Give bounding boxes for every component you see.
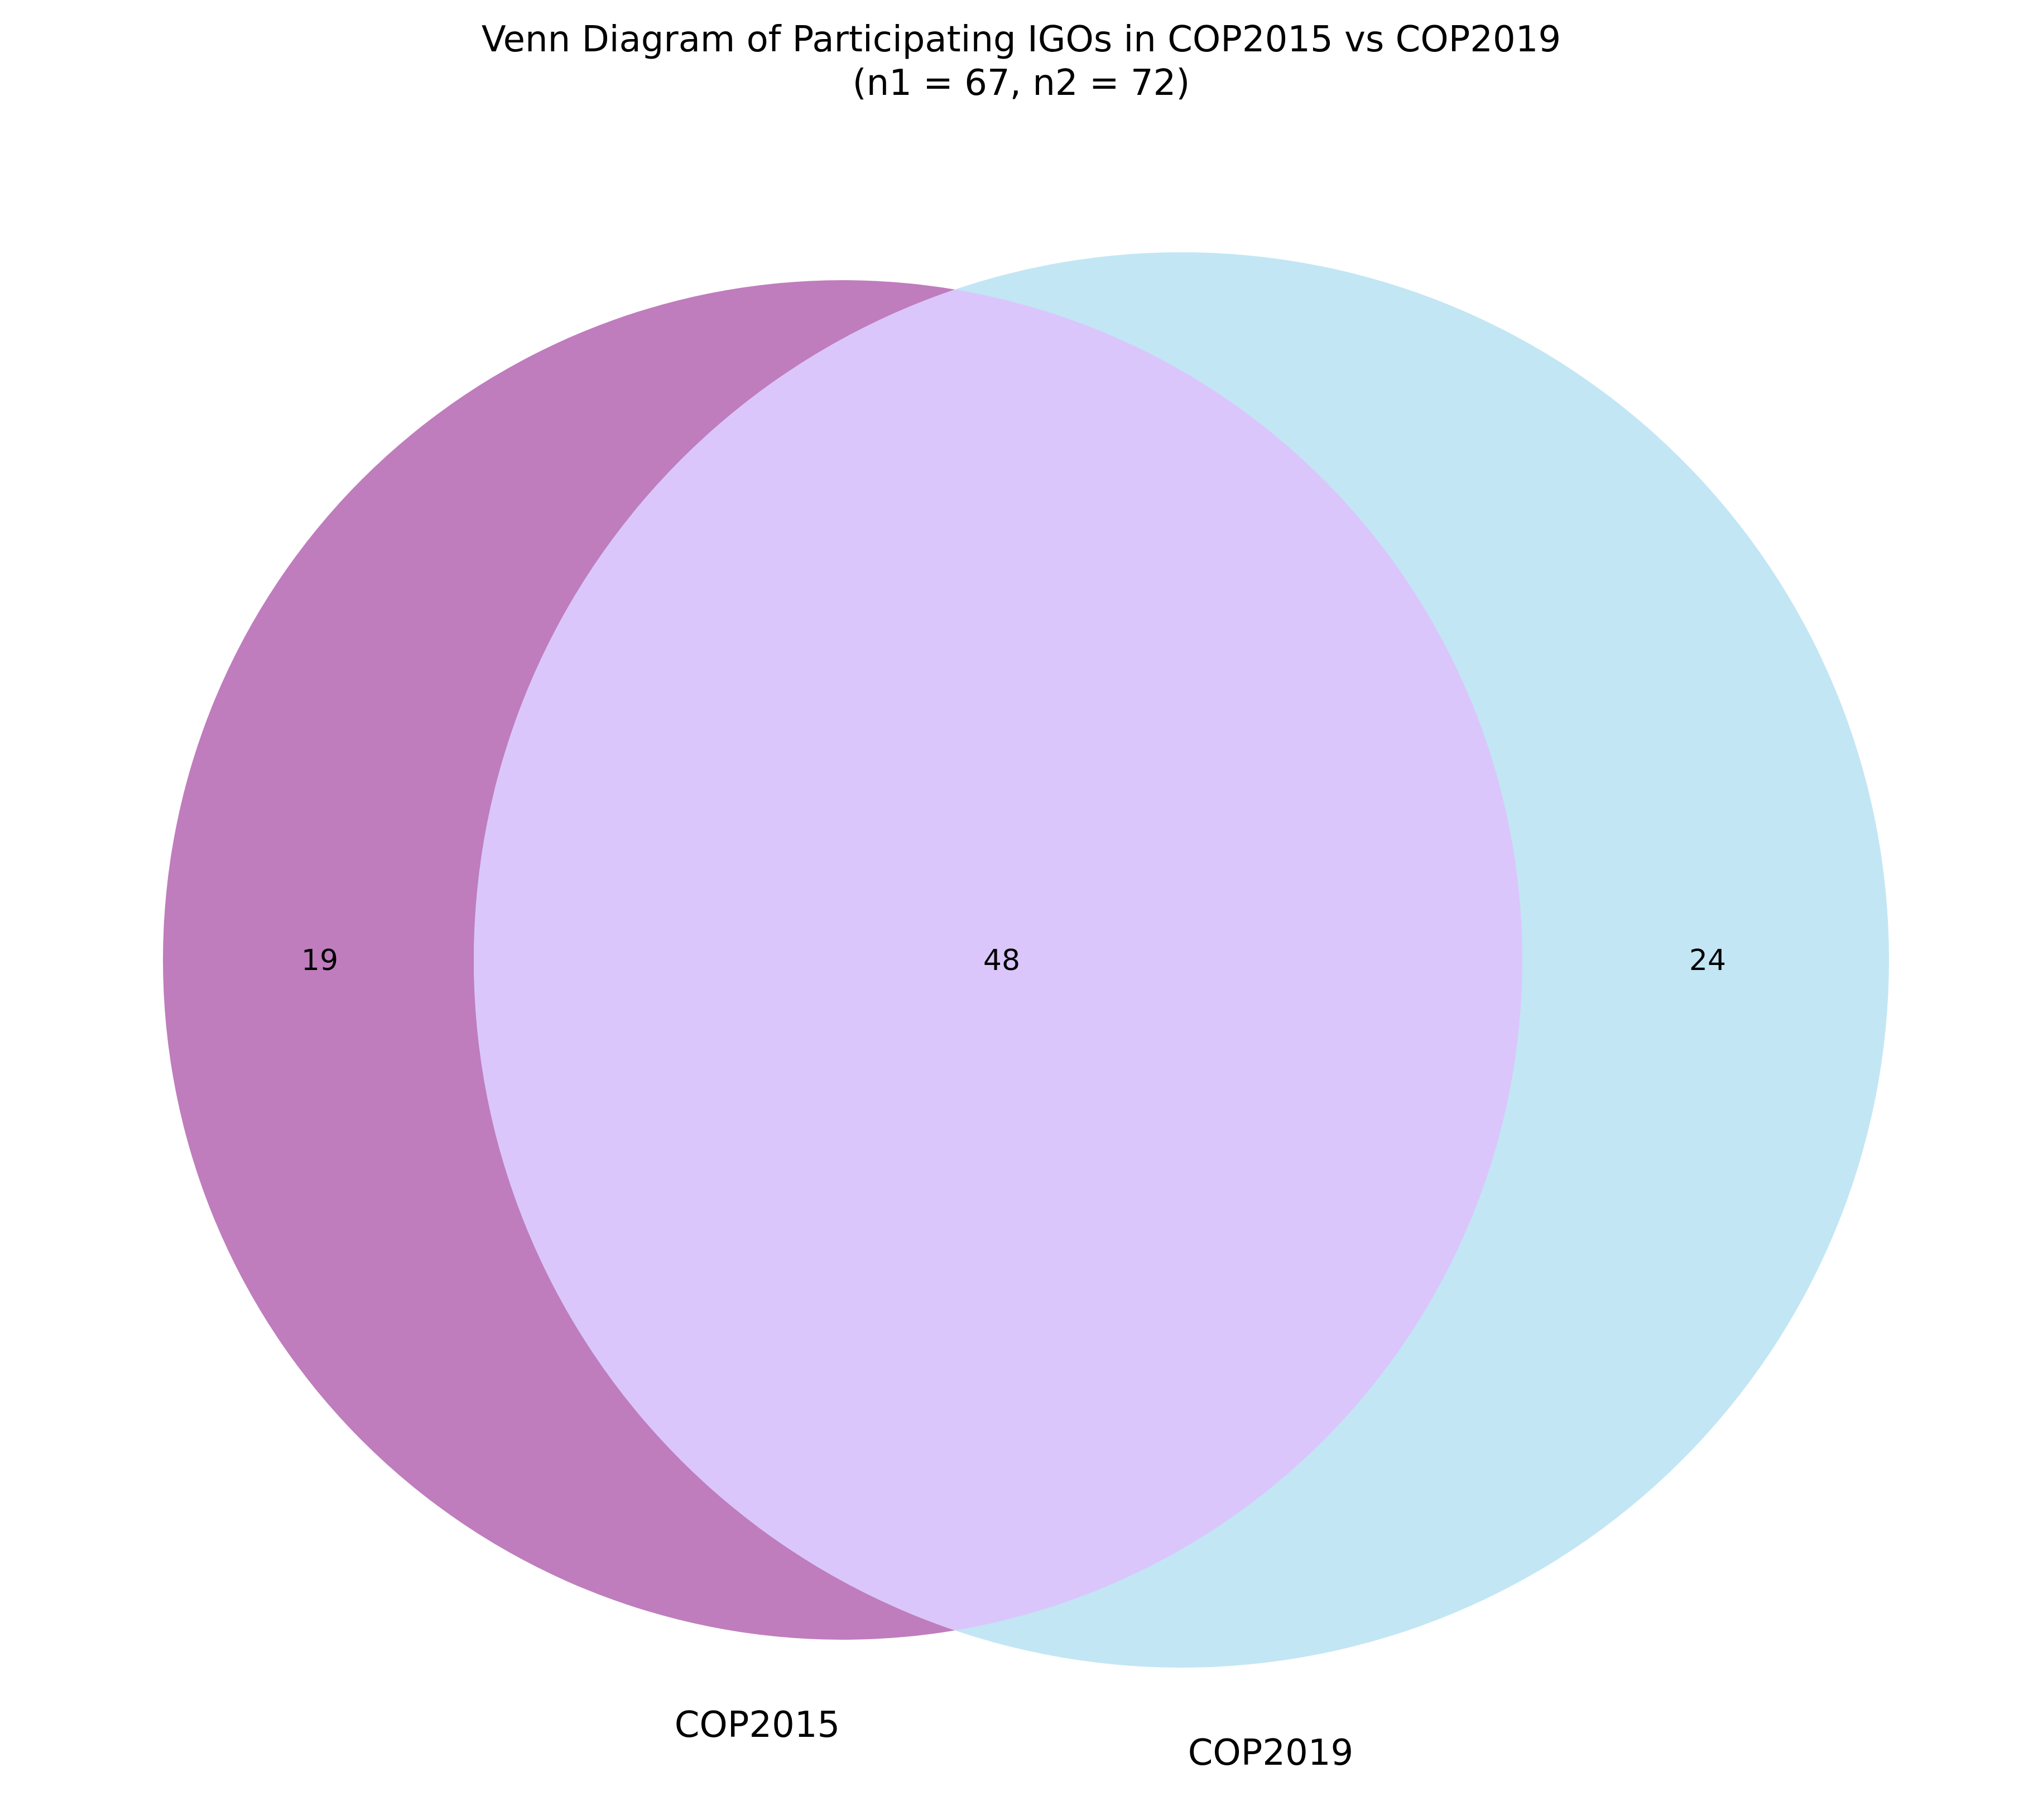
count-intersection: 48 xyxy=(983,944,1020,977)
chart-title: Venn Diagram of Participating IGOs in CO… xyxy=(482,19,1561,60)
set-label-cop2019: COP2019 xyxy=(1188,1732,1354,1774)
venn-intersection-region xyxy=(474,280,1522,1640)
count-cop2015-only: 19 xyxy=(301,944,338,977)
set-label-cop2015: COP2015 xyxy=(675,1704,840,1746)
count-cop2019-only: 24 xyxy=(1689,944,1726,977)
chart-subtitle: (n1 = 67, n2 = 72) xyxy=(853,63,1190,104)
